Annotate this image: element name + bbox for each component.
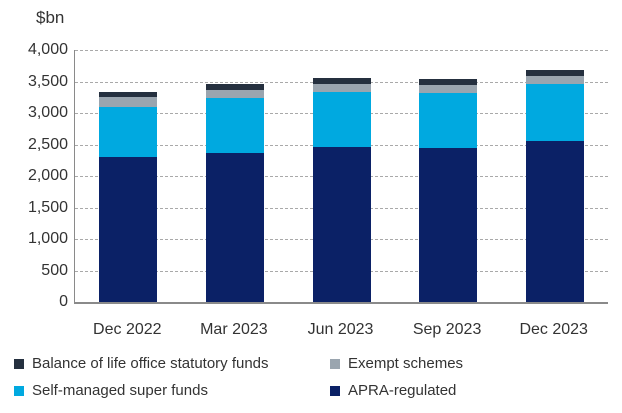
legend-swatch-icon (330, 385, 340, 396)
bar-segment-exempt-schemes (205, 89, 264, 98)
y-tick-label: 1,000 (27, 230, 68, 247)
gridline (75, 50, 608, 51)
bar-segment-balance-of-life-office-statutory-funds (312, 78, 371, 84)
legend-swatch-icon (330, 358, 340, 369)
bar-segment-self-managed-super-funds (99, 106, 158, 158)
bar-segment-exempt-schemes (312, 83, 371, 92)
legend-label: APRA-regulated (348, 382, 457, 399)
legend: Balance of life office statutory funds Ex… (14, 355, 610, 399)
bar-segment-balance-of-life-office-statutory-funds (419, 78, 478, 85)
x-tick-label: Jun 2023 (307, 321, 374, 338)
bar-segment-balance-of-life-office-statutory-funds (205, 84, 264, 90)
bar-segment-apra-regulated (419, 147, 478, 302)
legend-swatch-icon (14, 358, 24, 369)
bar-segment-self-managed-super-funds (205, 97, 264, 153)
bar-segment-self-managed-super-funds (525, 84, 584, 142)
y-axis-tick-labels: 4,000 3,500 3,000 2,500 2,000 1,500 1,000 500 0 (0, 0, 68, 413)
x-tick-label: Sep 2023 (412, 321, 482, 338)
plot-area (74, 50, 608, 304)
bar-group-jun-2023 (312, 78, 371, 302)
y-tick-label: 0 (59, 293, 68, 310)
x-tick-label: Dec 2023 (519, 321, 588, 338)
bar-segment-self-managed-super-funds (419, 92, 478, 148)
y-tick-label: 2,500 (27, 135, 68, 153)
legend-item-exempt-schemes: Exempt schemes (330, 355, 610, 372)
bar-group-dec-2023 (525, 69, 584, 302)
y-tick-label: 1,500 (27, 198, 68, 216)
bar-group-mar-2023 (205, 84, 264, 302)
legend-item-apra-regulated: APRA-regulated (330, 382, 610, 399)
bar-segment-apra-regulated (99, 157, 158, 302)
legend-label: Self-managed super funds (32, 382, 208, 399)
x-tick-label: Mar 2023 (200, 321, 268, 338)
bar-segment-balance-of-life-office-statutory-funds (525, 69, 584, 76)
legend-label: Exempt schemes (348, 355, 464, 372)
bar-group-dec-2022 (99, 91, 158, 302)
legend-item-self-managed-super-funds: Self-managed super funds (14, 382, 330, 399)
legend-swatch-icon (14, 385, 24, 396)
bar-segment-exempt-schemes (99, 97, 158, 107)
bar-segment-exempt-schemes (419, 84, 478, 93)
x-axis-labels: Dec 2022 Mar 2023 Jun 2023 Sep 2023 Dec 2023 (74, 321, 607, 343)
y-tick-label: 3,000 (27, 104, 68, 121)
bar-segment-balance-of-life-office-statutory-funds (99, 91, 158, 98)
y-tick-label: 4,000 (27, 41, 68, 58)
legend-label: Balance of life office statutory funds (32, 355, 269, 372)
bar-segment-exempt-schemes (525, 75, 584, 85)
bar-segment-apra-regulated (205, 152, 264, 302)
bar-segment-apra-regulated (525, 141, 584, 302)
bar-group-sep-2023 (419, 78, 478, 302)
bar-segment-apra-regulated (312, 147, 371, 302)
y-axis-unit-label: $bn (36, 8, 65, 27)
y-tick-label: 2,000 (27, 167, 68, 184)
y-tick-label: 3,500 (27, 72, 68, 90)
bar-segment-self-managed-super-funds (312, 91, 371, 148)
y-tick-label: 500 (41, 261, 68, 279)
x-tick-label: Dec 2022 (93, 321, 162, 338)
legend-item-balance-of-life-office-statutory-funds: Balance of life office statutory funds (14, 355, 330, 372)
